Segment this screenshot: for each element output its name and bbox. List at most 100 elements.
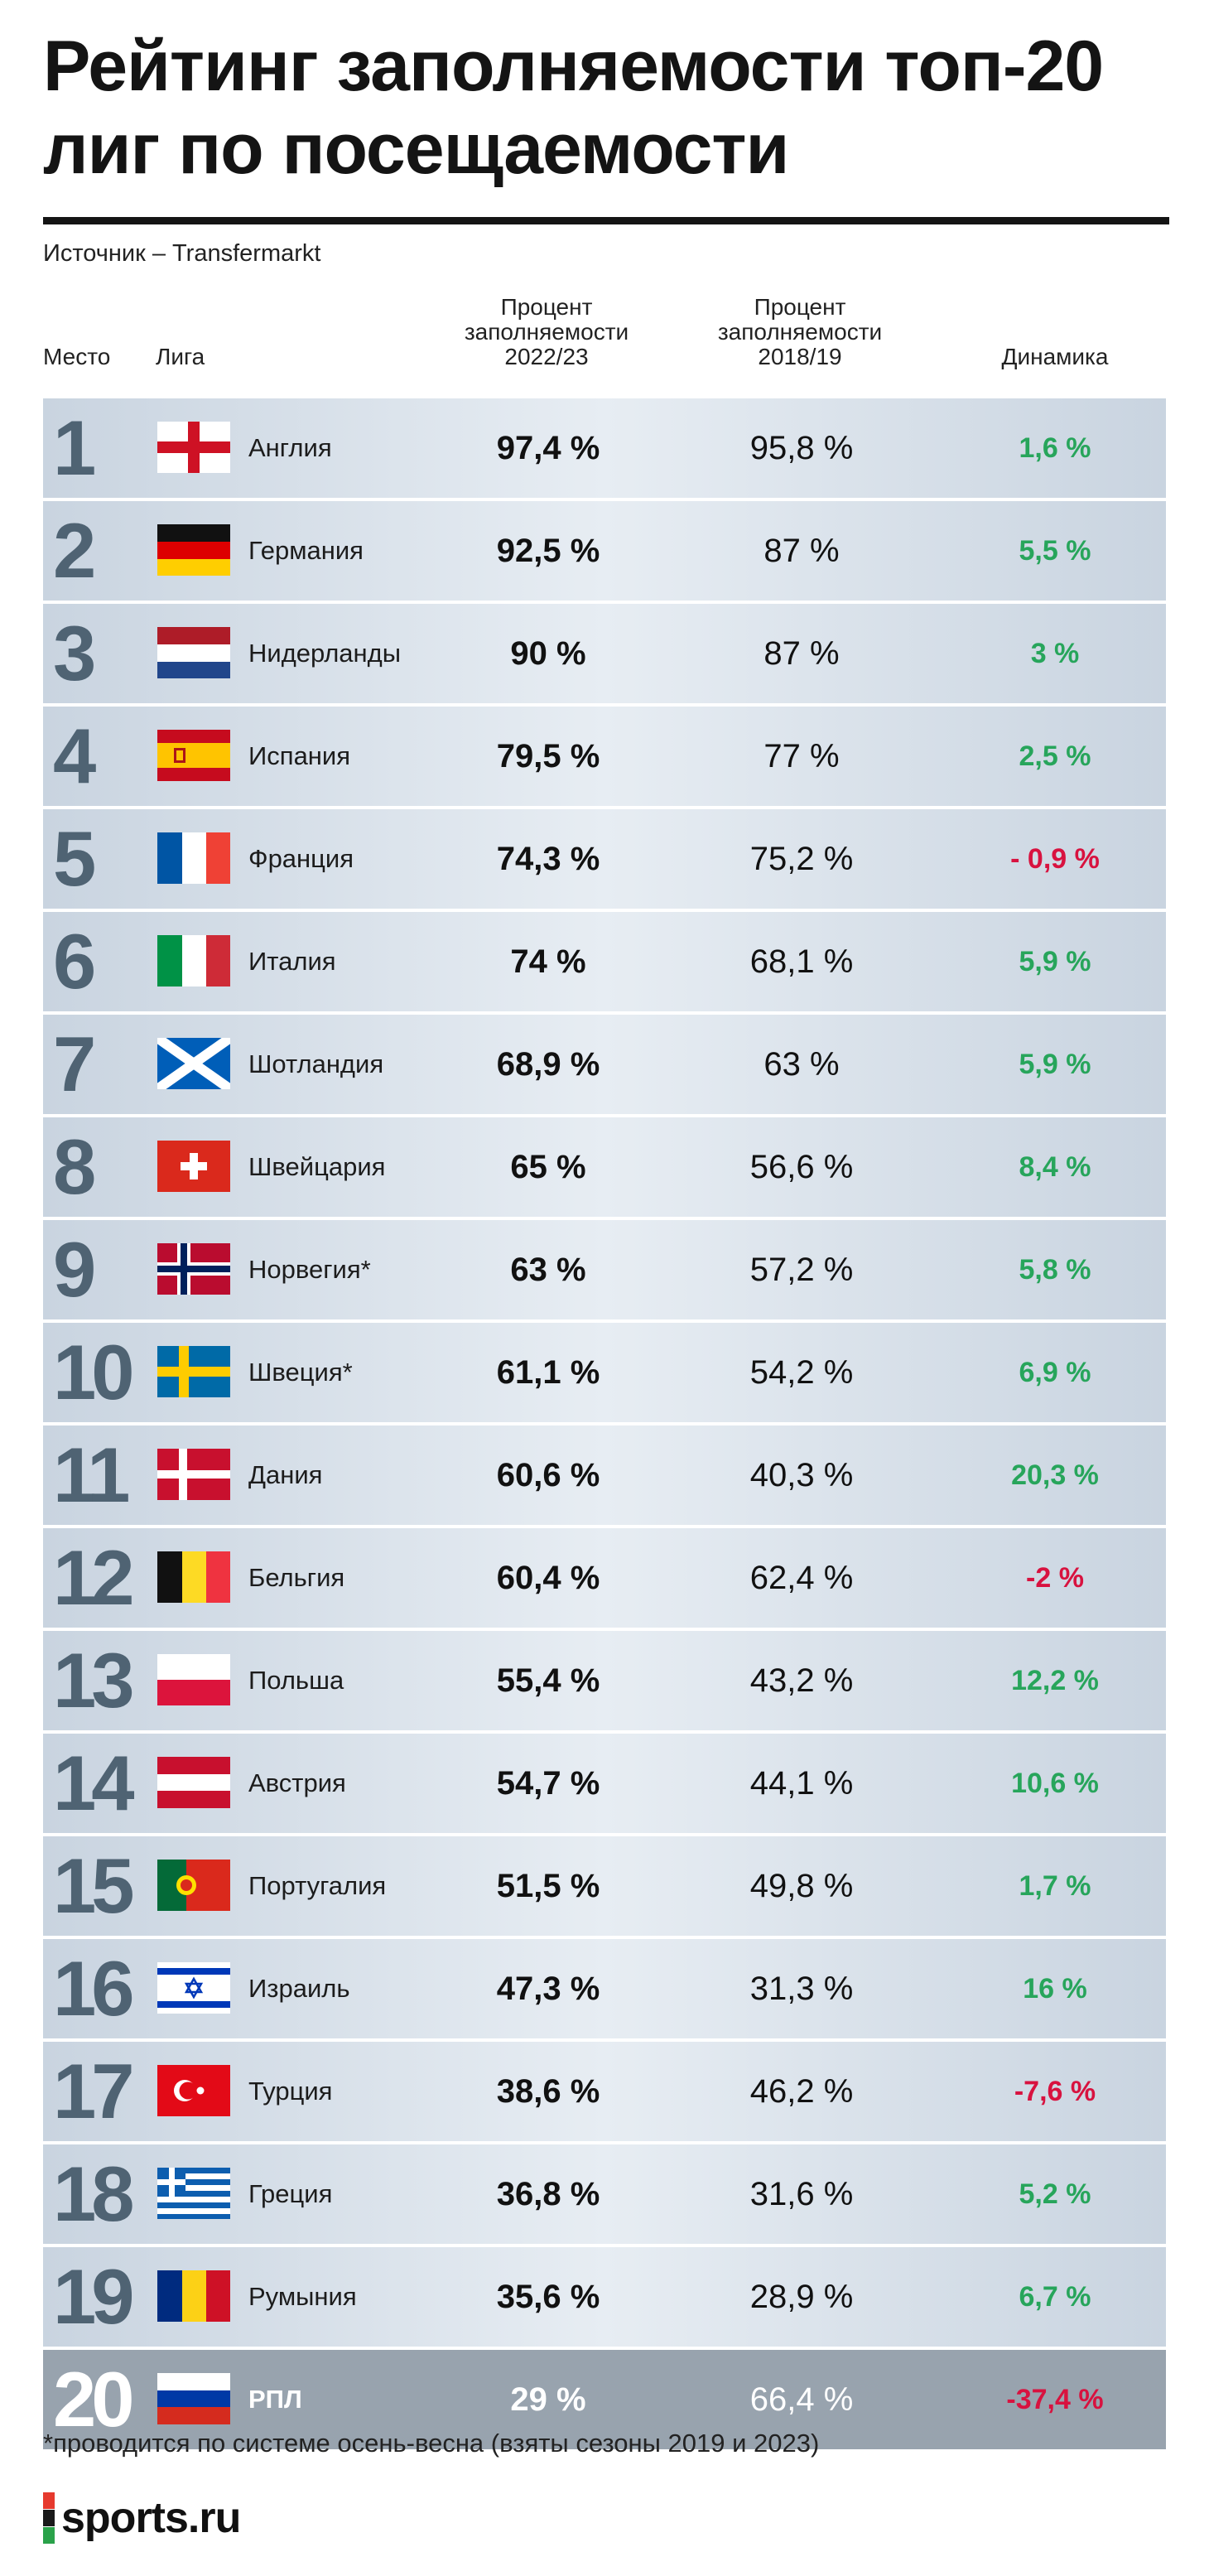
header-p2022: Процент заполняемости 2022/23 bbox=[464, 294, 629, 369]
league-name: Австрия bbox=[248, 1768, 346, 1797]
rank-number: 16 bbox=[53, 1945, 135, 2032]
league-name: Румыния bbox=[248, 2282, 357, 2311]
table-row: 2 Германия 92,5 % 87 % 5,5 % bbox=[43, 501, 1166, 601]
dynamics-value: 5,5 % bbox=[1019, 535, 1091, 567]
dynamics-value: 6,7 % bbox=[1019, 2281, 1091, 2313]
occupancy-2018-19: 57,2 % bbox=[749, 1252, 854, 1288]
occupancy-2022-23: 63 % bbox=[510, 1252, 586, 1288]
romania-flag-icon bbox=[157, 2270, 230, 2322]
league-name: Турция bbox=[248, 2077, 333, 2106]
occupancy-2018-19: 46,2 % bbox=[749, 2073, 854, 2110]
logo-text: sports.ru bbox=[61, 2494, 241, 2542]
dynamics-value: -37,4 % bbox=[1006, 2384, 1104, 2415]
league-name: Португалия bbox=[248, 1871, 387, 1900]
israel-flag-icon bbox=[157, 1962, 230, 2014]
occupancy-2022-23: 35,6 % bbox=[496, 2279, 600, 2315]
header-league: Лига bbox=[156, 344, 205, 369]
league-name: Франция bbox=[248, 844, 354, 873]
rank-number: 19 bbox=[53, 2253, 135, 2340]
title-block: Рейтинг заполняемости топ-20 лиг по посе… bbox=[43, 25, 1169, 191]
rank-number: 10 bbox=[53, 1329, 135, 1416]
occupancy-2022-23: 36,8 % bbox=[496, 2176, 600, 2212]
rank-number: 11 bbox=[53, 1431, 130, 1518]
rank-number: 12 bbox=[53, 1534, 135, 1621]
title-divider bbox=[43, 217, 1169, 224]
occupancy-2018-19: 31,6 % bbox=[749, 2176, 854, 2212]
occupancy-2022-23: 55,4 % bbox=[496, 1662, 600, 1699]
occupancy-2018-19: 95,8 % bbox=[749, 430, 854, 466]
occupancy-2022-23: 65 % bbox=[510, 1149, 586, 1185]
belgium-flag-icon bbox=[157, 1551, 230, 1603]
occupancy-2022-23: 29 % bbox=[510, 2381, 586, 2418]
dynamics-value: 8,4 % bbox=[1019, 1151, 1091, 1183]
dynamics-value: 6,9 % bbox=[1019, 1357, 1091, 1388]
dynamics-value: 20,3 % bbox=[1011, 1459, 1099, 1491]
dynamics-value: -2 % bbox=[1026, 1562, 1084, 1594]
table-row: 1 Англия 97,4 % 95,8 % 1,6 % bbox=[43, 398, 1166, 498]
league-name: Израиль bbox=[248, 1974, 350, 2003]
occupancy-2018-19: 28,9 % bbox=[749, 2279, 854, 2315]
occupancy-2018-19: 63 % bbox=[763, 1046, 840, 1083]
germany-flag-icon bbox=[157, 524, 230, 576]
rank-number: 18 bbox=[53, 2150, 135, 2237]
occupancy-2022-23: 68,9 % bbox=[496, 1046, 600, 1083]
sports-ru-logo: sports.ru bbox=[43, 2489, 241, 2547]
dynamics-value: 16 % bbox=[1023, 1973, 1087, 2004]
dynamics-value: - 0,9 % bbox=[1010, 843, 1100, 875]
dynamics-value: 2,5 % bbox=[1019, 740, 1091, 772]
rank-number: 7 bbox=[53, 1020, 96, 1107]
ranking-table: 1 Англия 97,4 % 95,8 % 1,6 % 2 Германия 92,5 % 8… bbox=[43, 398, 1166, 2453]
league-name: РПЛ bbox=[248, 2385, 302, 2414]
dynamics-value: -7,6 % bbox=[1014, 2076, 1096, 2107]
occupancy-2018-19: 77 % bbox=[763, 738, 840, 774]
occupancy-2018-19: 49,8 % bbox=[749, 1868, 854, 1904]
occupancy-2018-19: 66,4 % bbox=[749, 2381, 854, 2418]
league-name: Дания bbox=[248, 1460, 323, 1489]
table-row: 8 Швейцария 65 % 56,6 % 8,4 % bbox=[43, 1117, 1166, 1217]
occupancy-2022-23: 54,7 % bbox=[496, 1765, 600, 1802]
league-name: Нидерланды bbox=[248, 639, 402, 668]
table-row: 17 Турция 38,6 % 46,2 % -7,6 % bbox=[43, 2042, 1166, 2141]
rank-number: 6 bbox=[53, 918, 96, 1005]
turkey-flag-icon bbox=[157, 2065, 230, 2116]
occupancy-2022-23: 60,4 % bbox=[496, 1560, 600, 1596]
spain-flag-icon bbox=[157, 730, 230, 781]
occupancy-2018-19: 68,1 % bbox=[749, 943, 854, 980]
table-row: 12 Бельгия 60,4 % 62,4 % -2 % bbox=[43, 1528, 1166, 1628]
table-row: 3 Нидерланды 90 % 87 % 3 % bbox=[43, 604, 1166, 703]
league-name: Италия bbox=[248, 947, 336, 976]
occupancy-2018-19: 43,2 % bbox=[749, 1662, 854, 1699]
league-name: Греция bbox=[248, 2179, 333, 2208]
source-note: Источник – Transfermarkt bbox=[43, 240, 321, 267]
occupancy-2018-19: 87 % bbox=[763, 533, 840, 569]
table-row: 11 Дания 60,6 % 40,3 % 20,3 % bbox=[43, 1425, 1166, 1525]
norway-flag-icon bbox=[157, 1243, 230, 1295]
rank-number: 4 bbox=[53, 712, 96, 799]
logo-mark-icon bbox=[43, 2492, 55, 2544]
occupancy-2022-23: 51,5 % bbox=[496, 1868, 600, 1904]
occupancy-2022-23: 92,5 % bbox=[496, 533, 600, 569]
occupancy-2022-23: 90 % bbox=[510, 635, 586, 672]
netherlands-flag-icon bbox=[157, 627, 230, 678]
league-name: Польша bbox=[248, 1666, 344, 1695]
league-name: Швейцария bbox=[248, 1152, 386, 1181]
occupancy-2018-19: 54,2 % bbox=[749, 1354, 854, 1391]
occupancy-2018-19: 87 % bbox=[763, 635, 840, 672]
occupancy-2022-23: 97,4 % bbox=[496, 430, 600, 466]
dynamics-value: 12,2 % bbox=[1011, 1665, 1099, 1696]
league-name: Шотландия bbox=[248, 1049, 384, 1078]
russia-flag-icon bbox=[157, 2373, 230, 2424]
table-row: 15 Португалия 51,5 % 49,8 % 1,7 % bbox=[43, 1836, 1166, 1936]
league-name: Швеция* bbox=[248, 1358, 353, 1387]
header-place: Место bbox=[43, 344, 111, 369]
table-row: 19 Румыния 35,6 % 28,9 % 6,7 % bbox=[43, 2247, 1166, 2347]
dynamics-value: 1,7 % bbox=[1019, 1870, 1091, 1902]
occupancy-2022-23: 61,1 % bbox=[496, 1354, 600, 1391]
rank-number: 14 bbox=[53, 1739, 135, 1826]
table-row: 5 Франция 74,3 % 75,2 % - 0,9 % bbox=[43, 809, 1166, 909]
header-p2018: Процент заполняемости 2018/19 bbox=[717, 294, 883, 369]
france-flag-icon bbox=[157, 832, 230, 884]
rank-number: 17 bbox=[53, 2048, 135, 2135]
poland-flag-icon bbox=[157, 1654, 230, 1705]
switzerland-flag-icon bbox=[157, 1141, 230, 1192]
